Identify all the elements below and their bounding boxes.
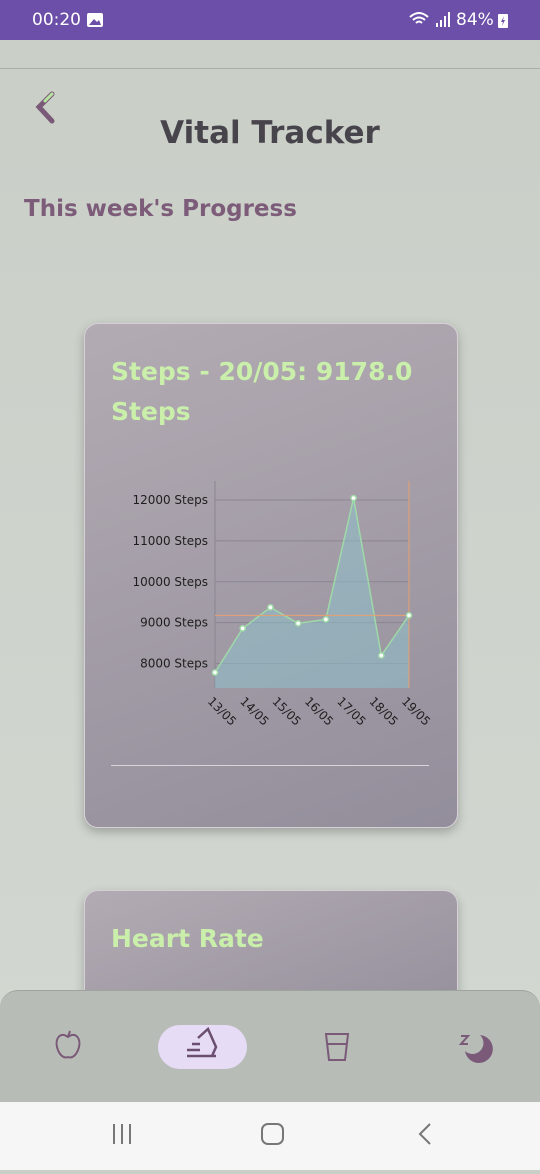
card-title: Steps - 20/05: 9178.0 Steps: [111, 357, 413, 426]
battery: 84%: [456, 10, 494, 30]
nutrition-tab[interactable]: [55, 1030, 81, 1059]
point: [211, 669, 219, 676]
page-title: Vital Tracker: [160, 115, 380, 151]
steps-card: Steps - 20/05: 9178.0 Steps 8000 Steps 90…: [84, 323, 458, 828]
nav-icons: [55, 1025, 493, 1069]
gallery-icon: [87, 13, 103, 27]
battery-icon: [498, 14, 508, 28]
back-button[interactable]: [30, 88, 60, 128]
point: [405, 611, 413, 619]
x-tick-label: 16/05: [302, 694, 336, 728]
y-tick-label: 8000 Steps: [140, 656, 208, 670]
signal-icons: [409, 12, 450, 27]
y-tick-label: 11000 Steps: [132, 534, 208, 548]
section-title: This week's Progress: [24, 196, 297, 222]
recents-button[interactable]: [113, 1124, 131, 1144]
system-buttons: [113, 1123, 431, 1145]
status-bar: 00:20 84%: [0, 0, 540, 40]
card-divider: [111, 765, 429, 766]
time: 00:20: [32, 10, 81, 30]
x-tick-label: 15/05: [269, 694, 303, 728]
area: [215, 498, 409, 688]
system-nav: [0, 1102, 540, 1170]
steps-chart: 8000 Steps 9000 Steps 10000 Steps 11000 Ste…: [132, 481, 433, 729]
sleep-tab[interactable]: [458, 1035, 493, 1063]
x-tick-label: 18/05: [366, 694, 400, 728]
back-system-button[interactable]: [418, 1123, 431, 1145]
divider: [0, 68, 540, 69]
y-tick-label: 10000 Steps: [132, 575, 208, 589]
bottom-nav: [0, 990, 540, 1103]
water-tab[interactable]: [324, 1033, 350, 1061]
point: [294, 620, 302, 627]
point: [377, 652, 385, 659]
x-tick-label: 14/05: [237, 694, 271, 728]
activity-tab[interactable]: [158, 1025, 247, 1069]
home-button[interactable]: [261, 1123, 284, 1145]
x-tick-label: 13/05: [205, 694, 239, 728]
x-tick-label: 17/05: [334, 694, 368, 728]
point: [322, 616, 330, 623]
x-tick-label: 19/05: [399, 694, 433, 728]
line: [214, 497, 410, 673]
point: [239, 625, 247, 632]
y-tick-label: 9000 Steps: [140, 616, 208, 630]
y-tick-label: 12000 Steps: [132, 493, 208, 507]
point: [267, 603, 274, 611]
point: [350, 494, 357, 502]
card-title: Heart Rate: [111, 924, 264, 953]
